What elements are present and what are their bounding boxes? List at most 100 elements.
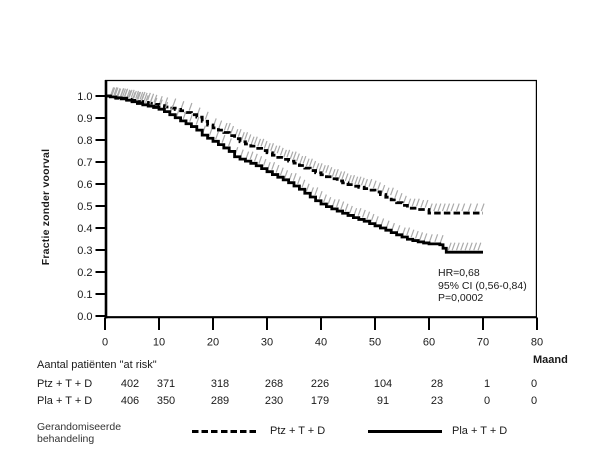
censor-tick [446,203,451,212]
y-tick-label: 0.0 [77,311,92,323]
censor-tick [253,136,258,145]
censor-tick [172,98,177,107]
censor-tick [322,165,326,173]
censor-tick [270,143,275,151]
censor-tick [139,91,144,100]
censor-tick [305,158,310,167]
censor-tick [117,88,122,97]
censor-tick [318,191,323,199]
censor-tick [338,171,343,180]
at-risk-count: 179 [310,394,330,407]
at-risk-count: 289 [210,394,230,407]
censor-tick [467,203,472,212]
censor-tick [390,187,394,196]
censor-tick [423,233,428,242]
censor-tick [344,203,349,212]
censor-tick [140,93,145,102]
censor-tick [312,160,317,169]
x-tick-label: 40 [315,337,327,349]
censor-tick [247,134,252,143]
censor-tick [130,89,135,98]
at-risk-count: 350 [156,394,176,407]
at-risk-row-label-ptz: Ptz + T + D [37,378,93,390]
legend-title-line1: Gerandomiseerde [37,421,122,433]
censor-tick [127,90,132,99]
censor-tick [364,178,368,187]
censor-tick [331,169,336,177]
censor-tick [164,97,169,106]
censor-tick [420,199,425,208]
censor-tick [344,173,349,182]
at-risk-row-label-pla: Pla + T + D [37,394,93,407]
censor-tick [377,182,381,191]
censor-tick [357,176,362,185]
censor-tick [136,92,141,100]
censor-tick [128,89,133,98]
at-risk-count: 402 [120,378,140,390]
censor-tick [351,174,356,183]
x-tick-label: 30 [261,337,273,349]
censor-tick [226,122,231,131]
censor-tick [305,183,310,192]
censor-tick [158,99,163,108]
y-tick-label: 0.4 [77,223,92,235]
censor-tick [406,227,411,236]
censor-tick [473,242,478,251]
legend-label-pla: Pla + T + D [452,425,508,437]
legend-title: Gerandomiseerde behandeling [37,421,122,446]
censor-tick [441,203,446,212]
censor-tick [195,116,200,125]
censor-tick [474,203,479,212]
hr-value: HR=0,68 [438,267,480,279]
at-risk-count: 91 [376,394,390,407]
censor-tick [279,147,284,156]
censor-tick [228,138,232,147]
censor-tick [111,87,116,96]
censor-tick [275,164,280,173]
censor-tick [336,199,340,208]
censor-tick [433,203,438,212]
censor-tick [415,198,420,207]
censor-tick [188,102,193,111]
censor-tick [314,187,319,196]
censor-tick [204,111,209,120]
censor-tick [260,138,265,147]
at-risk-count: 1 [483,378,491,390]
y-tick-label: 0.3 [77,245,92,257]
censor-tick [123,89,128,98]
censor-tick [299,155,304,164]
legend-title-line2: behandeling [37,432,95,445]
censor-tick [370,213,375,222]
censor-tick [286,149,291,158]
censor-tick [114,87,119,96]
censor-tick [428,234,433,243]
censor-tick [218,120,223,129]
censor-tick [215,131,219,140]
censor-tick [439,235,444,243]
censor-tick [223,122,228,131]
censor-tick [341,171,346,180]
at-risk-count: 406 [120,394,140,407]
censor-tick [180,101,185,109]
censor-tick [455,203,460,212]
at-risk-header: Aantal patiënten "at risk" [37,359,157,371]
censor-tick [158,95,163,104]
censor-tick [410,229,415,238]
censor-tick [301,179,306,188]
censor-tick [110,87,115,96]
censor-tick [250,136,255,145]
stats-annotation: HR=0,68 95% CI (0,56-0,84) P=0,0002 [438,267,527,305]
y-tick-label: 0.8 [77,135,92,147]
legend-solid-line-sample [368,430,442,433]
legend-dashed-line-sample [192,430,259,433]
censor-tick [354,176,359,185]
censor-tick [241,132,245,140]
censor-tick [323,194,327,203]
censor-tick [131,92,136,100]
x-tick-label: 10 [153,337,165,349]
survival-curve-dashed [105,94,483,215]
censor-tick [208,128,213,137]
censor-tick [149,96,154,105]
censor-tick [230,125,235,134]
